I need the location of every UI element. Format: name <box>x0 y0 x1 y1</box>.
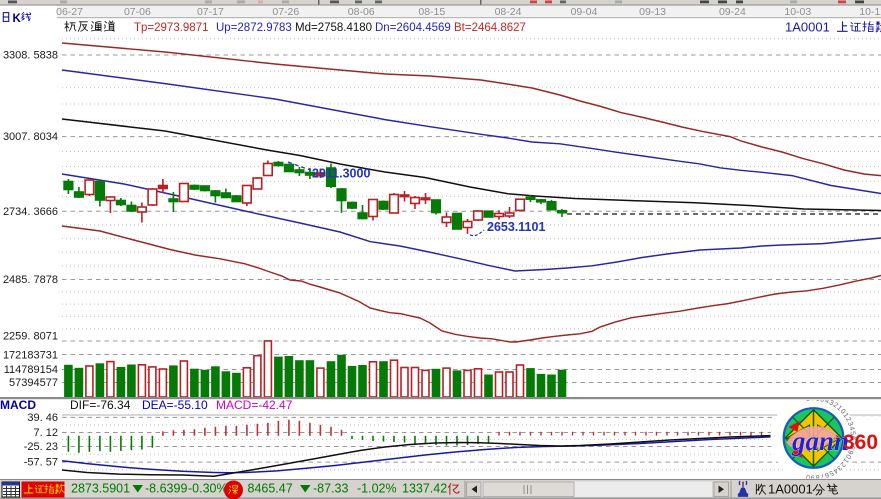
svg-text:172183731: 172183731 <box>3 350 58 362</box>
svg-text:4: 4 <box>832 466 839 474</box>
svg-text:DEA=-55.10: DEA=-55.10 <box>142 398 208 412</box>
svg-text:5: 5 <box>848 431 855 436</box>
svg-text:3308. 5838: 3308. 5838 <box>3 50 58 62</box>
svg-text:6: 6 <box>849 436 856 440</box>
svg-text:0: 0 <box>806 473 811 480</box>
svg-text:7: 7 <box>819 472 824 480</box>
svg-text:MACD: MACD <box>0 398 36 412</box>
svg-text:-1.02%: -1.02% <box>357 482 397 496</box>
svg-text:2653.1101: 2653.1101 <box>487 220 545 234</box>
svg-text:7: 7 <box>848 440 855 445</box>
svg-text:0: 0 <box>839 408 847 416</box>
svg-text:-25. 23: -25. 23 <box>24 441 58 453</box>
svg-text:Md=2758.4180: Md=2758.4180 <box>295 22 372 34</box>
svg-text:K: K <box>13 13 22 25</box>
svg-text:1A0001: 1A0001 <box>785 20 830 35</box>
svg-text:1: 1 <box>841 412 849 419</box>
svg-text:-0.30%: -0.30% <box>188 482 228 496</box>
svg-text:9: 9 <box>811 473 815 480</box>
svg-text:10-12: 10-12 <box>859 6 881 18</box>
svg-text:08-24: 08-24 <box>495 6 522 18</box>
svg-text:2734. 3666: 2734. 3666 <box>3 206 58 218</box>
svg-text:3007. 8034: 3007. 8034 <box>3 131 58 143</box>
svg-text:8: 8 <box>815 473 820 480</box>
svg-text:39. 46: 39. 46 <box>27 412 58 424</box>
svg-text:8: 8 <box>806 396 811 403</box>
svg-text:09-24: 09-24 <box>719 6 746 18</box>
svg-text:5: 5 <box>820 396 825 404</box>
svg-text:1: 1 <box>841 457 849 464</box>
svg-text:MACD=-42.47: MACD=-42.47 <box>216 398 293 412</box>
svg-text:2: 2 <box>844 416 852 423</box>
svg-text:08-06: 08-06 <box>348 6 375 18</box>
svg-text:gann: gann <box>791 426 849 456</box>
svg-text:1: 1 <box>835 405 843 413</box>
svg-text:6: 6 <box>815 396 820 403</box>
svg-text:0: 0 <box>844 453 852 460</box>
svg-text:06-27: 06-27 <box>56 6 83 18</box>
svg-text:Bt=2464.8627: Bt=2464.8627 <box>454 22 526 34</box>
svg-text:5: 5 <box>828 469 835 477</box>
svg-text:8: 8 <box>847 445 855 451</box>
svg-text:-87.33: -87.33 <box>313 482 348 496</box>
svg-text:6: 6 <box>824 471 830 479</box>
svg-text:3: 3 <box>835 464 843 472</box>
svg-text:9: 9 <box>846 449 854 455</box>
svg-text:07-06: 07-06 <box>124 6 151 18</box>
svg-text:10-03: 10-03 <box>784 6 811 18</box>
svg-text:-57. 57: -57. 57 <box>24 457 58 469</box>
svg-text:09-13: 09-13 <box>639 6 666 18</box>
svg-text:DIF=-76.34: DIF=-76.34 <box>70 398 131 412</box>
svg-text:1A0001: 1A0001 <box>768 482 813 497</box>
svg-text:4: 4 <box>824 397 830 405</box>
svg-text:8465.47: 8465.47 <box>248 482 293 496</box>
svg-text:3: 3 <box>846 421 854 427</box>
svg-text:2485. 7878: 2485. 7878 <box>3 274 58 286</box>
svg-text:2873.5901: 2873.5901 <box>71 482 130 496</box>
svg-text:-8.6399: -8.6399 <box>145 482 187 496</box>
svg-text:Tp=2973.9871: Tp=2973.9871 <box>134 22 209 34</box>
svg-text:07-17: 07-17 <box>197 6 224 18</box>
svg-text:7: 7 <box>811 395 815 402</box>
svg-text:2: 2 <box>839 460 847 468</box>
svg-text:2: 2 <box>832 402 839 410</box>
svg-text:3: 3 <box>828 399 835 407</box>
svg-text:4: 4 <box>847 426 855 432</box>
svg-text:07-26: 07-26 <box>272 6 299 18</box>
svg-text:1337.42: 1337.42 <box>402 482 447 496</box>
svg-text:08-15: 08-15 <box>418 6 445 18</box>
svg-text:114789154: 114789154 <box>4 364 58 376</box>
svg-text:2911.3000: 2911.3000 <box>312 167 370 181</box>
svg-text:Dn=2604.4569: Dn=2604.4569 <box>375 22 451 34</box>
svg-text:09-04: 09-04 <box>571 6 598 18</box>
svg-text:360: 360 <box>843 431 878 454</box>
svg-text:57394577: 57394577 <box>9 377 58 389</box>
svg-text:7. 12: 7. 12 <box>34 427 58 439</box>
svg-text:Up=2872.9783: Up=2872.9783 <box>216 22 292 34</box>
svg-text:2259. 8071: 2259. 8071 <box>3 331 58 343</box>
